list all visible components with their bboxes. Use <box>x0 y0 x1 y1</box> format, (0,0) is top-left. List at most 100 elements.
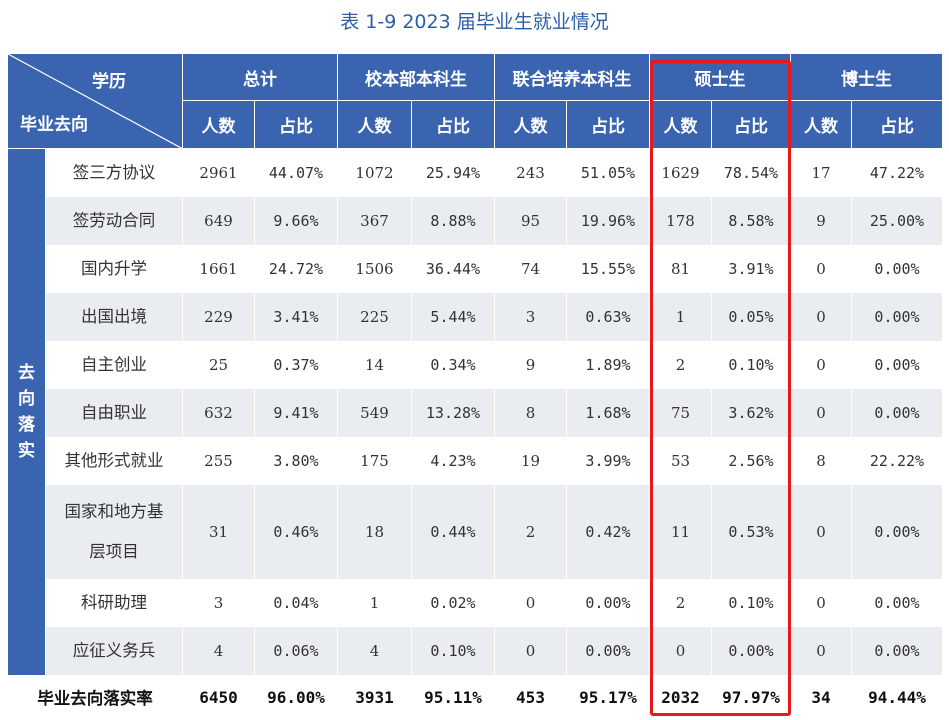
table-row: 国内升学 1661 24.72% 1506 36.44% 74 15.55% 81 3.91% 0… <box>8 245 943 293</box>
ratio-cell: 51.05% <box>566 148 650 197</box>
ratio-cell: 0.34% <box>411 341 495 389</box>
table-row: 自主创业 25 0.37% 14 0.34% 9 1.89% 2 0.10% 0 0.00% <box>8 341 943 389</box>
count-cell: 243 <box>494 148 567 197</box>
count-cell: 0 <box>790 389 852 437</box>
table-row: 出国出境 229 3.41% 225 5.44% 3 0.63% 1 0.05% 0 0.00% <box>8 293 943 341</box>
ratio-cell: 19.96% <box>566 197 650 245</box>
ratio-cell: 0.00% <box>566 627 650 675</box>
row-category: 其他形式就业 <box>45 437 183 485</box>
ratio-cell: 0.00% <box>851 245 943 293</box>
subheader-ratio: 占比 <box>711 100 791 149</box>
count-cell: 95 <box>494 197 567 245</box>
count-cell: 53 <box>649 437 712 485</box>
ratio-cell: 0.42% <box>566 485 650 579</box>
count-cell: 1072 <box>337 148 412 197</box>
ratio-cell: 22.22% <box>851 437 943 485</box>
table-row: 去向落实 签三方协议 2961 44.07% 1072 25.94% 243 51.05% 16… <box>7 148 943 675</box>
count-cell: 18 <box>337 485 412 579</box>
total-cell: 94.44% <box>851 675 943 719</box>
ratio-cell: 0.02% <box>411 579 495 627</box>
count-cell: 2 <box>494 485 567 579</box>
count-cell: 255 <box>182 437 255 485</box>
ratio-cell: 0.00% <box>851 579 943 627</box>
count-cell: 0 <box>790 245 852 293</box>
subheader-count: 人数 <box>649 100 712 149</box>
count-cell: 549 <box>337 389 412 437</box>
group-header-doctoral: 博士生 <box>790 53 943 101</box>
ratio-cell: 5.44% <box>411 293 495 341</box>
count-cell: 75 <box>649 389 712 437</box>
ratio-cell: 0.44% <box>411 485 495 579</box>
count-cell: 8 <box>790 437 852 485</box>
ratio-cell: 13.28% <box>411 389 495 437</box>
ratio-cell: 24.72% <box>254 245 338 293</box>
total-cell: 2032 <box>649 675 712 719</box>
count-cell: 81 <box>649 245 712 293</box>
count-cell: 9 <box>790 197 852 245</box>
table-row: 应征义务兵 4 0.06% 4 0.10% 0 0.00% 0 0.00% 0 0.00% <box>8 627 943 675</box>
ratio-cell: 25.94% <box>411 148 495 197</box>
total-row: 毕业去向落实率 6450 96.00% 3931 95.11% 453 95.1… <box>7 675 943 719</box>
subheader-count: 人数 <box>182 100 255 149</box>
count-cell: 3 <box>182 579 255 627</box>
count-cell: 1 <box>337 579 412 627</box>
count-cell: 2 <box>649 579 712 627</box>
ratio-cell: 9.66% <box>254 197 338 245</box>
side-label-text: 去向落实 <box>18 363 35 461</box>
count-cell: 11 <box>649 485 712 579</box>
count-cell: 0 <box>790 485 852 579</box>
count-cell: 229 <box>182 293 255 341</box>
row-category: 国内升学 <box>45 245 183 293</box>
subheader-ratio: 占比 <box>566 100 650 149</box>
ratio-cell: 0.00% <box>566 579 650 627</box>
ratio-cell: 0.10% <box>411 627 495 675</box>
ratio-cell: 44.07% <box>254 148 338 197</box>
count-cell: 0 <box>790 579 852 627</box>
row-category: 自主创业 <box>45 341 183 389</box>
table-row: 科研助理 3 0.04% 1 0.02% 0 0.00% 2 0.10% 0 0.00% <box>8 579 943 627</box>
count-cell: 1 <box>649 293 712 341</box>
count-cell: 3 <box>494 293 567 341</box>
ratio-cell: 0.10% <box>711 579 791 627</box>
count-cell: 0 <box>790 627 852 675</box>
count-cell: 632 <box>182 389 255 437</box>
ratio-cell: 0.53% <box>711 485 791 579</box>
ratio-cell: 4.23% <box>411 437 495 485</box>
count-cell: 0 <box>790 341 852 389</box>
count-cell: 25 <box>182 341 255 389</box>
ratio-cell: 2.56% <box>711 437 791 485</box>
ratio-cell: 3.41% <box>254 293 338 341</box>
ratio-cell: 9.41% <box>254 389 338 437</box>
row-category: 签三方协议 <box>45 148 183 197</box>
employment-table: 学历 毕业去向 总计 校本部本科生 联合培养本科生 硕士生 博士生 人数 占比 … <box>7 53 943 719</box>
count-cell: 367 <box>337 197 412 245</box>
table-row: 签劳动合同 649 9.66% 367 8.88% 95 19.96% 178 8.58% 9 25… <box>8 197 943 245</box>
count-cell: 19 <box>494 437 567 485</box>
count-cell: 178 <box>649 197 712 245</box>
count-cell: 1661 <box>182 245 255 293</box>
total-cell: 95.11% <box>411 675 495 719</box>
ratio-cell: 78.54% <box>711 148 791 197</box>
ratio-cell: 1.89% <box>566 341 650 389</box>
corner-label-destination: 毕业去向 <box>20 115 88 135</box>
ratio-cell: 15.55% <box>566 245 650 293</box>
ratio-cell: 0.00% <box>851 485 943 579</box>
row-category: 出国出境 <box>45 293 183 341</box>
ratio-cell: 0.00% <box>851 627 943 675</box>
count-cell: 1629 <box>649 148 712 197</box>
ratio-cell: 0.00% <box>851 293 943 341</box>
side-label-placement: 去向落实 <box>7 148 46 675</box>
ratio-cell: 0.05% <box>711 293 791 341</box>
ratio-cell: 8.58% <box>711 197 791 245</box>
ratio-cell: 0.63% <box>566 293 650 341</box>
diagonal-header-cell: 学历 毕业去向 <box>7 53 183 149</box>
count-cell: 1506 <box>337 245 412 293</box>
ratio-cell: 0.37% <box>254 341 338 389</box>
subheader-count: 人数 <box>337 100 412 149</box>
table-title: 表 1-9 2023 届毕业生就业情况 <box>340 11 609 33</box>
group-header-joint-program: 联合培养本科生 <box>494 53 650 101</box>
subheader-ratio: 占比 <box>851 100 943 149</box>
subheader-ratio: 占比 <box>411 100 495 149</box>
table-row: 其他形式就业 255 3.80% 175 4.23% 19 3.99% 53 2.56% 8 22.… <box>8 437 943 485</box>
total-cell: 96.00% <box>254 675 338 719</box>
